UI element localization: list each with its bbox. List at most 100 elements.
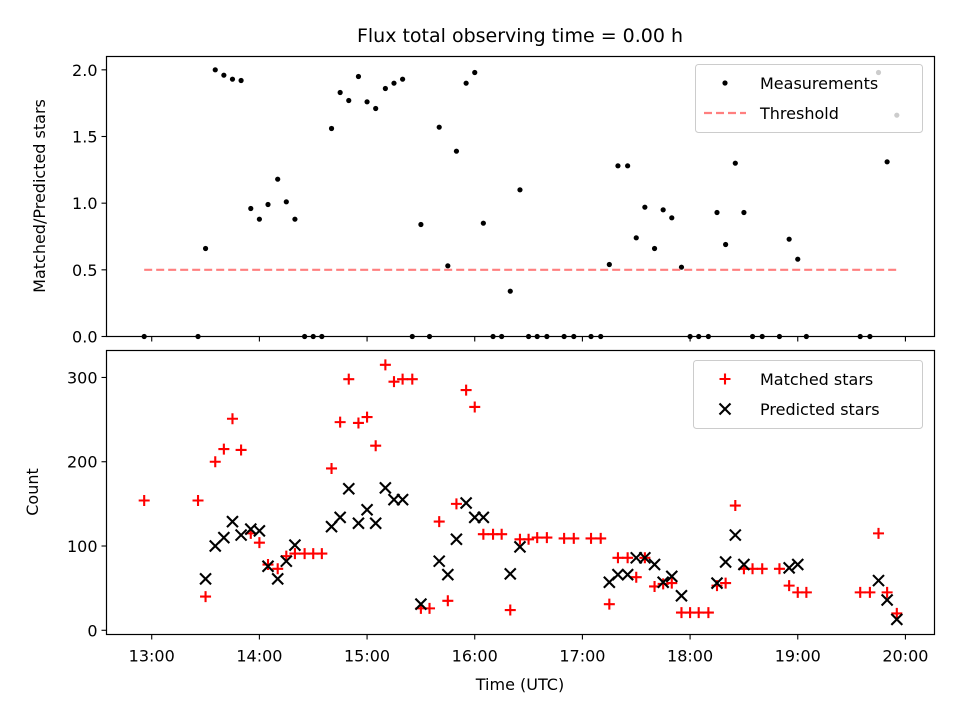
bottom-point [496,528,508,540]
bottom-point [379,481,392,495]
top-y-tick-label: 2.0 [72,61,97,80]
bottom-point [369,517,382,530]
bottom-point [783,580,795,592]
bottom-axis-ticks: 13:00 14:00 15:00 16:00 17:00 18:00 19:00 20:00… [67,368,929,665]
bottom-point [441,568,455,581]
bottom-point [226,413,238,425]
bottom-point [333,511,347,524]
top-point [884,159,890,165]
top-point [436,124,442,130]
top-point [364,99,370,105]
bottom-y-axis-label: Count [23,468,42,516]
top-point [480,220,486,226]
bottom-point [218,443,230,455]
bottom-point [891,607,903,619]
top-point [660,207,666,213]
bottom-point [873,527,885,539]
bottom-series-1 [199,481,904,626]
top-point [229,76,236,82]
legend-marker-swatch [718,402,732,416]
x-tick-label: 20:00 [882,647,928,666]
top-point [507,288,513,294]
top-point [615,163,621,169]
bottom-point [262,559,274,571]
bottom-point [656,576,670,589]
x-tick-label: 14:00 [236,647,282,666]
bottom-point [261,559,275,573]
bottom-point [235,444,247,456]
bottom-point [138,495,150,507]
bottom-point [504,567,517,581]
bottom-point [469,401,481,413]
top-point [265,201,271,208]
top-point [337,89,343,96]
top-point [221,72,227,78]
top-point [741,209,747,216]
bottom-point [854,586,866,598]
bottom-point [881,586,893,598]
x-axis-label: Time (UTC) [475,675,564,694]
top-point [275,176,281,182]
bottom-plot-frame [105,349,936,636]
bottom-point [531,532,543,544]
top-point [283,199,289,205]
top-point [463,80,469,86]
bottom-point [226,515,239,528]
top-point [355,73,362,80]
bottom-point [432,554,446,568]
bottom-y-tick-label: 0 [87,621,97,640]
bottom-point [782,561,796,575]
bottom-point [379,359,391,371]
x-tick-label: 19:00 [775,647,821,666]
bottom-point [442,595,454,607]
bottom-point [621,568,634,581]
top-plot-frame [105,55,936,338]
bottom-point [622,552,634,564]
bottom-point [603,598,615,610]
top-y-tick-label: 0.5 [72,261,97,280]
bottom-point [209,456,221,468]
top-point [418,221,424,228]
top-point [212,67,218,73]
bottom-point [460,384,472,396]
bottom-point [719,555,732,569]
bottom-point [334,416,346,428]
top-point [382,85,388,92]
bottom-point [756,563,768,575]
bottom-point [720,577,732,589]
top-legend-item: Threshold [704,104,839,123]
bottom-point [316,548,328,560]
bottom-point [729,528,742,542]
bottom-legend-frame [693,360,923,429]
bottom-point [477,511,490,524]
chart-title: Flux total observing time = 0.00 h [357,25,683,47]
bottom-point [477,528,489,540]
bottom-point [523,533,535,545]
bottom-point [872,574,885,587]
bottom-point [342,482,356,495]
bottom-point [397,373,409,385]
bottom-point [800,586,812,598]
legend-label: Measurements [760,74,878,93]
legend-marker-swatch [722,80,728,86]
bottom-point [343,373,355,385]
top-legend-item: Measurements [722,74,878,93]
bottom-point [773,563,785,575]
bottom-point [288,538,302,552]
panel-flux-ratio: 0.00.51.01.52.0 Matched/Predicted stars … [30,55,936,347]
bottom-point [199,572,212,586]
bottom-legend-item: Predicted stars [718,400,880,419]
bottom-point [370,440,382,452]
top-point [472,69,478,76]
bottom-point [880,593,894,607]
top-point [651,245,658,252]
legend-marker-swatch [719,373,731,385]
bottom-point [459,496,473,510]
bottom-point [611,568,625,581]
top-point [202,245,209,252]
legend-label: Matched stars [760,370,873,389]
top-point [373,105,379,112]
bottom-y-tick-label: 300 [67,368,98,387]
bottom-point [737,558,751,571]
